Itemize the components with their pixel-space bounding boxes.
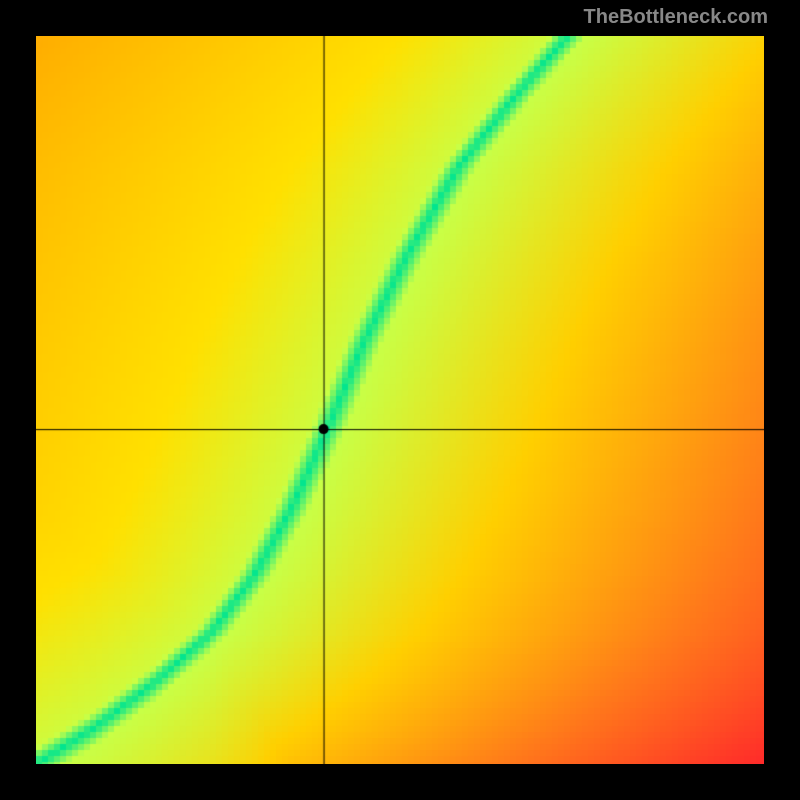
heatmap-canvas: [36, 36, 764, 764]
watermark-text: TheBottleneck.com: [584, 6, 768, 29]
heatmap-plot: [36, 36, 764, 764]
